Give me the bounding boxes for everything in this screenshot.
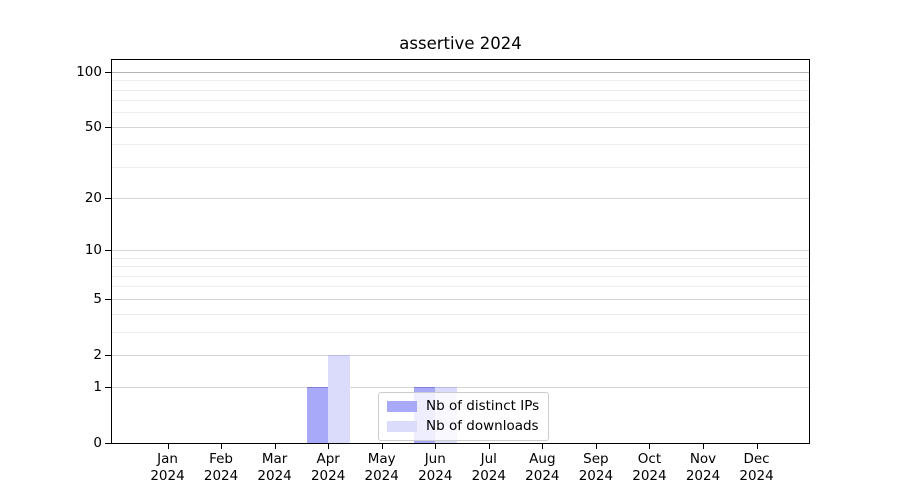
gridline-major [112,126,809,128]
y-tick-label: 20 [84,190,102,207]
chart-title: assertive 2024 [399,34,522,53]
x-tick-mark [595,444,597,449]
x-tick-mark [328,444,330,449]
x-tick-label: Mar 2024 [257,451,292,484]
y-tick-label: 2 [93,346,102,363]
gridline-minor [112,80,809,82]
x-tick-mark [703,444,704,449]
gridline-major [112,71,809,73]
x-tick-mark [221,444,223,449]
legend-row-downloads: Nb of downloads [387,418,540,434]
x-tick-label: Feb 2024 [203,451,239,484]
x-tick-mark [488,444,490,449]
legend-row-distinct-ips: Nb of distinct IPs [387,398,540,414]
x-tick-label: Oct 2024 [632,451,667,484]
x-tick-label: Aug 2024 [525,451,560,484]
y-tick-label: 50 [84,118,102,135]
x-tick-label: Dec 2024 [739,451,774,484]
y-tick-mark [105,354,111,356]
gridline-minor [112,257,809,259]
gridline-major [112,387,809,389]
gridline-minor [112,144,809,146]
x-tick-label: Jul 2024 [471,451,506,484]
gridline-minor [112,166,809,168]
bar-downloads [328,354,350,444]
y-tick-mark [105,71,111,73]
legend: Nb of distinct IPs Nb of downloads [378,392,549,441]
y-tick-label: 100 [76,63,102,80]
x-tick-mark [649,444,651,449]
x-tick-label: Jun 2024 [418,451,453,484]
x-tick-label: Apr 2024 [310,451,346,484]
gridline-minor [112,266,809,268]
gridline-minor [112,112,809,114]
x-tick-mark [167,444,169,449]
gridline-major [112,354,809,356]
y-tick-mark [105,443,111,444]
legend-swatch-distinct-ips [387,400,417,412]
gridline-major [112,250,809,252]
gridline-minor [112,286,809,288]
y-tick-mark [105,298,111,300]
legend-label-downloads: Nb of downloads [426,418,539,434]
bar-distinct-ips [306,387,329,444]
y-tick-label: 1 [93,379,102,396]
y-tick-mark [105,126,111,128]
x-tick-mark [274,444,276,449]
y-tick-mark [105,387,111,389]
x-tick-label: Sep 2024 [578,451,614,484]
x-tick-label: Jan 2024 [150,451,185,484]
x-tick-mark [542,444,544,449]
gridline-major [112,298,809,300]
y-tick-label: 10 [84,242,102,259]
y-tick-label: 0 [93,435,102,451]
legend-swatch-downloads [387,420,417,432]
y-tick-mark [105,198,111,200]
y-tick-mark [105,250,111,252]
x-tick-label: Nov 2024 [685,451,721,484]
gridline-minor [112,313,809,315]
x-tick-mark [435,444,437,449]
gridline-minor [112,275,809,277]
x-tick-label: May 2024 [364,451,399,484]
x-tick-mark [381,444,383,449]
legend-label-distinct-ips: Nb of distinct IPs [426,398,540,414]
y-tick-label: 5 [93,290,102,307]
gridline-minor [112,89,809,91]
gridline-minor [112,331,809,333]
x-tick-mark [756,444,758,449]
gridline-major [112,198,809,200]
gridline-minor [112,100,809,102]
